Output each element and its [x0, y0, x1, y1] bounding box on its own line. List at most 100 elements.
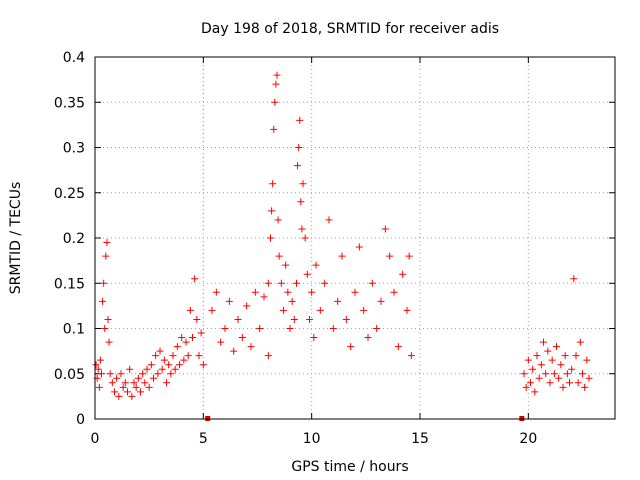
data-point: [256, 325, 263, 332]
y-tick-label: 0.35: [54, 95, 85, 111]
x-tick-label: 10: [303, 431, 321, 447]
data-point: [178, 334, 185, 341]
data-point: [551, 370, 558, 377]
data-point: [137, 388, 144, 395]
data-point: [230, 348, 237, 355]
data-point: [99, 298, 106, 305]
data-point: [152, 352, 159, 359]
data-point: [209, 307, 216, 314]
data-point: [217, 339, 224, 346]
data-point: [189, 334, 196, 341]
data-point: [101, 325, 108, 332]
data-point: [167, 370, 174, 377]
data-point: [575, 379, 582, 386]
data-point: [334, 298, 341, 305]
y-tick-label: 0.2: [63, 231, 85, 247]
data-point: [395, 343, 402, 350]
data-point: [193, 316, 200, 323]
x-tick-label: 15: [411, 431, 429, 447]
data-point: [553, 343, 560, 350]
x-axis-label: GPS time / hours: [291, 459, 408, 475]
data-point: [570, 275, 577, 282]
data-point: [271, 99, 278, 106]
data-point: [365, 334, 372, 341]
data-point: [102, 253, 109, 260]
data-point: [154, 370, 161, 377]
data-point: [343, 316, 350, 323]
data-point: [213, 289, 220, 296]
data-point: [300, 180, 307, 187]
data-point: [577, 339, 584, 346]
data-point: [274, 72, 281, 79]
data-point: [157, 348, 164, 355]
data-point: [280, 307, 287, 314]
data-point: [583, 357, 590, 364]
data-point: [557, 361, 564, 368]
data-point: [536, 375, 543, 382]
data-point: [310, 334, 317, 341]
grid-lines: [95, 57, 615, 419]
data-point: [529, 366, 536, 373]
data-point: [269, 180, 276, 187]
data-point: [352, 289, 359, 296]
data-point: [270, 126, 277, 133]
data-point: [150, 375, 157, 382]
data-point: [135, 375, 142, 382]
data-point: [248, 343, 255, 350]
data-point: [391, 289, 398, 296]
data-point: [573, 352, 580, 359]
data-point: [284, 289, 291, 296]
data-point: [148, 361, 155, 368]
data-point: [163, 379, 170, 386]
y-tick-label: 0.05: [54, 367, 85, 383]
y-tick-label: 0.4: [63, 50, 85, 66]
data-point: [252, 289, 259, 296]
data-point: [226, 298, 233, 305]
data-point: [581, 384, 588, 391]
data-point: [404, 307, 411, 314]
data-point: [360, 307, 367, 314]
data-point: [272, 81, 279, 88]
data-point: [261, 293, 268, 300]
data-point: [297, 198, 304, 205]
data-point: [275, 216, 282, 223]
data-point: [100, 280, 107, 287]
data-point: [96, 384, 103, 391]
data-point: [531, 388, 538, 395]
data-point: [265, 280, 272, 287]
data-point: [296, 117, 303, 124]
data-point: [161, 357, 168, 364]
data-point: [308, 289, 315, 296]
data-point: [174, 343, 181, 350]
data-point: [399, 271, 406, 278]
data-point: [538, 361, 545, 368]
data-point: [298, 225, 305, 232]
y-tick-label: 0: [76, 412, 85, 428]
data-point: [191, 275, 198, 282]
data-point: [408, 352, 415, 359]
data-point: [525, 357, 532, 364]
data-point: [265, 352, 272, 359]
data-point: [196, 352, 203, 359]
y-tick-label: 0.3: [63, 141, 85, 157]
data-point: [278, 280, 285, 287]
data-point: [547, 379, 554, 386]
data-point: [330, 325, 337, 332]
data-point: [105, 316, 112, 323]
data-point: [235, 316, 242, 323]
data-point: [103, 239, 110, 246]
x-tick-label: 20: [519, 431, 537, 447]
data-point: [339, 253, 346, 260]
data-point: [304, 271, 311, 278]
data-point: [378, 298, 385, 305]
data-point: [562, 352, 569, 359]
data-point: [198, 330, 205, 337]
data-point: [128, 393, 135, 400]
data-point: [313, 262, 320, 269]
y-tick-labels: 0 0.05 0.1 0.15 0.2 0.25 0.3 0.35 0.4: [54, 50, 85, 428]
data-point: [106, 339, 113, 346]
data-point: [542, 370, 549, 377]
y-axis-label: SRMTID / TECUs: [8, 182, 24, 295]
data-point: [115, 393, 122, 400]
x-tick-label: 0: [91, 431, 100, 447]
